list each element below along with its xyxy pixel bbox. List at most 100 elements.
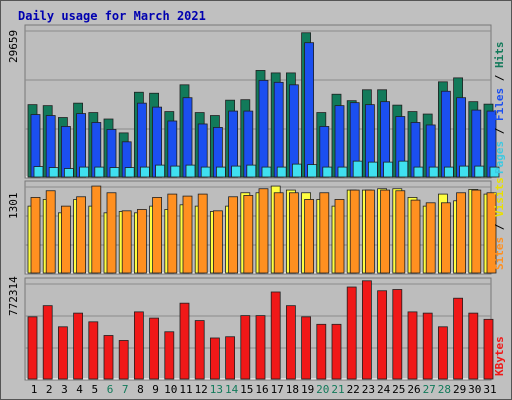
bar-kbytes-day-22 bbox=[346, 286, 357, 380]
bar-sites-day-6 bbox=[106, 192, 117, 274]
bar-files-day-29 bbox=[456, 97, 467, 178]
bar-kbytes-day-1 bbox=[27, 316, 38, 380]
bar-pages-day-8 bbox=[139, 166, 150, 178]
x-tick-label-day-7: 7 bbox=[122, 383, 129, 396]
bar-kbytes-day-6 bbox=[103, 335, 114, 380]
bar-pages-day-28 bbox=[443, 166, 454, 178]
bar-files-day-28 bbox=[440, 90, 451, 178]
bar-sites-day-27 bbox=[425, 202, 436, 274]
x-tick-label-day-25: 25 bbox=[392, 383, 405, 396]
bar-files-day-16 bbox=[258, 79, 269, 178]
bar-files-day-8 bbox=[136, 102, 147, 178]
x-tick-label-day-30: 30 bbox=[468, 383, 481, 396]
bar-pages-day-13 bbox=[215, 166, 226, 178]
bar-pages-day-25 bbox=[398, 160, 409, 178]
bar-sites-day-28 bbox=[440, 202, 451, 274]
x-tick-label-day-22: 22 bbox=[347, 383, 360, 396]
legend-visits: Visits bbox=[493, 177, 506, 217]
bar-sites-day-31 bbox=[486, 192, 497, 274]
bar-kbytes-day-2 bbox=[42, 305, 53, 380]
x-tick-label-day-5: 5 bbox=[91, 383, 98, 396]
bar-kbytes-day-14 bbox=[225, 336, 236, 380]
bar-kbytes-day-8 bbox=[133, 311, 144, 380]
bar-pages-day-5 bbox=[94, 166, 105, 178]
bar-kbytes-day-4 bbox=[73, 312, 83, 380]
x-tick-label-day-19: 19 bbox=[301, 383, 314, 396]
bar-kbytes-day-26 bbox=[407, 311, 418, 380]
bar-sites-day-20 bbox=[319, 192, 330, 274]
bar-pages-day-2 bbox=[48, 167, 59, 178]
bar-pages-day-26 bbox=[413, 166, 424, 178]
bar-pages-day-12 bbox=[200, 166, 211, 178]
bar-pages-day-31 bbox=[489, 166, 500, 178]
x-tick-label-day-11: 11 bbox=[179, 383, 192, 396]
panel-visits-sites-legend: Sites / Visits bbox=[493, 177, 506, 270]
bar-sites-day-7 bbox=[121, 210, 132, 274]
legend-files: Files bbox=[493, 88, 506, 121]
bar-sites-day-22 bbox=[349, 189, 360, 274]
bar-sites-day-16 bbox=[258, 188, 269, 274]
x-tick-label-day-16: 16 bbox=[255, 383, 268, 396]
bar-pages-day-23 bbox=[367, 161, 378, 178]
chart-title: Daily usage for March 2021 bbox=[18, 9, 206, 23]
bar-sites-day-12 bbox=[197, 193, 208, 274]
bar-pages-day-1 bbox=[33, 166, 44, 178]
bar-sites-day-18 bbox=[288, 192, 299, 274]
bar-kbytes-day-5 bbox=[88, 321, 99, 380]
x-tick-label-day-14: 14 bbox=[225, 383, 239, 396]
legend-sites: Sites bbox=[493, 237, 506, 270]
bar-sites-day-24 bbox=[380, 189, 391, 274]
x-tick-label-day-4: 4 bbox=[76, 383, 83, 396]
x-tick-label-day-1: 1 bbox=[31, 383, 38, 396]
x-tick-label-day-2: 2 bbox=[46, 383, 53, 396]
x-tick-label-day-23: 23 bbox=[362, 383, 375, 396]
bar-pages-day-15 bbox=[246, 164, 257, 178]
bar-sites-day-4 bbox=[76, 196, 86, 274]
bar-pages-day-6 bbox=[109, 167, 120, 178]
bar-kbytes-day-31 bbox=[483, 318, 494, 380]
x-tick-label-day-12: 12 bbox=[195, 383, 208, 396]
bar-kbytes-day-30 bbox=[468, 312, 479, 380]
bar-kbytes-day-28 bbox=[437, 326, 448, 380]
bar-kbytes-day-23 bbox=[361, 280, 372, 380]
bar-sites-day-26 bbox=[410, 199, 421, 274]
x-tick-label-day-13: 13 bbox=[210, 383, 223, 396]
bar-files-day-21 bbox=[334, 105, 345, 178]
bar-pages-day-3 bbox=[64, 168, 74, 178]
panel-hits-files-pages-ymax-label: 29659 bbox=[7, 30, 20, 63]
x-tick-label-day-29: 29 bbox=[453, 383, 466, 396]
x-tick-label-day-31: 31 bbox=[483, 383, 496, 396]
panel-visits-sites-ymax-label: 1301 bbox=[7, 193, 20, 220]
x-tick-label-day-20: 20 bbox=[316, 383, 329, 396]
bar-kbytes-day-17 bbox=[270, 291, 281, 380]
bar-kbytes-day-19 bbox=[301, 316, 312, 380]
x-tick-label-day-3: 3 bbox=[61, 383, 68, 396]
bar-sites-day-19 bbox=[304, 199, 315, 274]
bar-sites-day-25 bbox=[395, 190, 406, 274]
bar-sites-day-29 bbox=[456, 192, 467, 274]
bar-sites-day-30 bbox=[471, 189, 482, 274]
panel-hits-files-pages: 29659 Pages / Files / Hits bbox=[7, 24, 506, 179]
bar-pages-day-17 bbox=[276, 166, 287, 178]
bar-kbytes-day-12 bbox=[194, 320, 205, 380]
x-tick-label-day-6: 6 bbox=[107, 383, 114, 396]
x-tick-label-day-24: 24 bbox=[377, 383, 391, 396]
bar-pages-day-9 bbox=[155, 164, 166, 178]
bar-sites-day-8 bbox=[136, 209, 147, 274]
x-tick-label-day-18: 18 bbox=[286, 383, 299, 396]
panel-hits-files-pages-legend: Pages / Files / Hits bbox=[493, 42, 506, 175]
bar-kbytes-day-9 bbox=[149, 317, 160, 380]
bar-files-day-17 bbox=[273, 81, 284, 178]
bar-pages-day-11 bbox=[185, 164, 196, 178]
bar-kbytes-day-15 bbox=[240, 315, 251, 380]
x-tick-label-day-15: 15 bbox=[240, 383, 253, 396]
legend-kbytes: KBytes bbox=[493, 336, 506, 376]
bar-pages-day-27 bbox=[428, 166, 439, 178]
bar-pages-day-20 bbox=[322, 166, 333, 178]
bar-pages-day-14 bbox=[231, 165, 242, 178]
bar-sites-day-5 bbox=[91, 185, 102, 274]
bar-kbytes-day-10 bbox=[164, 331, 175, 380]
bar-sites-day-3 bbox=[61, 205, 71, 274]
